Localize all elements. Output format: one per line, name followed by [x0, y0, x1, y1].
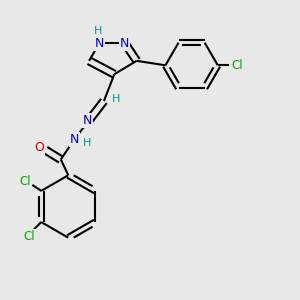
Text: Cl: Cl [231, 59, 243, 72]
Text: N: N [95, 37, 104, 50]
Text: H: H [94, 26, 102, 36]
Text: N: N [70, 133, 80, 146]
Text: H: H [112, 94, 120, 104]
Text: Cl: Cl [19, 176, 31, 188]
Text: N: N [83, 114, 92, 127]
Text: O: O [34, 141, 44, 154]
Text: Cl: Cl [23, 230, 34, 243]
Text: N: N [120, 37, 129, 50]
Text: H: H [82, 138, 91, 148]
